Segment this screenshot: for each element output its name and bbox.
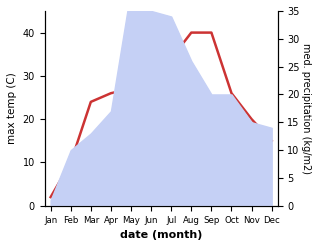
Y-axis label: max temp (C): max temp (C) bbox=[7, 72, 17, 144]
X-axis label: date (month): date (month) bbox=[120, 230, 202, 240]
Y-axis label: med. precipitation (kg/m2): med. precipitation (kg/m2) bbox=[301, 43, 311, 174]
